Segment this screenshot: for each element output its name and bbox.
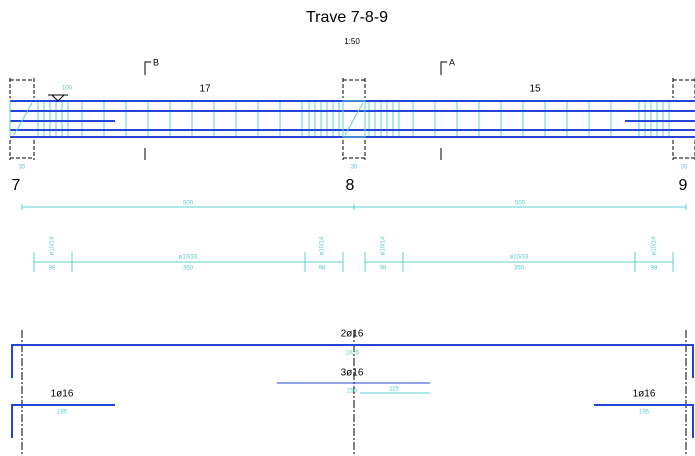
- line-work: [10, 78, 34, 160]
- rebar-length: 1025: [345, 351, 359, 357]
- rebar-label: 3ø16: [341, 368, 364, 379]
- stirrup-count: 17: [199, 84, 211, 95]
- line-work: [673, 78, 695, 160]
- support-label: 9: [679, 177, 688, 194]
- rebar-label: 1ø16: [51, 389, 74, 400]
- stirrup-bar: ø10/33: [179, 255, 198, 261]
- rebar-label: 1ø16: [633, 389, 656, 400]
- stirrup-count: 15: [529, 84, 541, 95]
- stirrup-bar: ø10/33: [510, 255, 529, 261]
- stirrup-len: 350: [183, 266, 194, 272]
- stirrup-bar: ø10/14: [381, 236, 387, 255]
- stirrup-bar: ø10/14: [652, 236, 658, 255]
- support-width: 35: [19, 165, 26, 171]
- support-label: 7: [12, 177, 21, 194]
- stirrup-len: 98: [651, 266, 658, 272]
- rebar-extension: 115: [389, 387, 399, 393]
- support-dim: 100: [62, 86, 73, 92]
- rebar-length: 250: [347, 389, 358, 395]
- support-label: 8: [346, 177, 355, 194]
- stirrup-len: 98: [380, 266, 387, 272]
- stirrup-len: 98: [49, 266, 56, 272]
- drawing: Trave 7-8-9 1:50 100 35 35 35 7 8 9 B A …: [0, 0, 695, 456]
- line-work: [22, 204, 686, 210]
- stirrup-bar: ø10/14: [50, 236, 56, 255]
- section-label: A: [449, 57, 455, 67]
- rebar-label: 2ø16: [341, 329, 364, 340]
- support-width: 35: [351, 165, 358, 171]
- scale: 1:50: [344, 37, 360, 46]
- stirrup-len: 350: [514, 266, 525, 272]
- rebar-length: 195: [639, 410, 650, 416]
- support-width: 35: [681, 165, 688, 171]
- span-length: 500: [515, 201, 526, 207]
- stirrup-bar: ø10/14: [320, 236, 326, 255]
- title: Trave 7-8-9: [306, 9, 388, 26]
- beam: 100: [10, 86, 695, 137]
- columns: [10, 78, 695, 160]
- stirrup-len: 98: [319, 266, 326, 272]
- section-label: B: [153, 57, 159, 67]
- rebar-length: 195: [57, 410, 68, 416]
- span-length: 500: [183, 201, 194, 207]
